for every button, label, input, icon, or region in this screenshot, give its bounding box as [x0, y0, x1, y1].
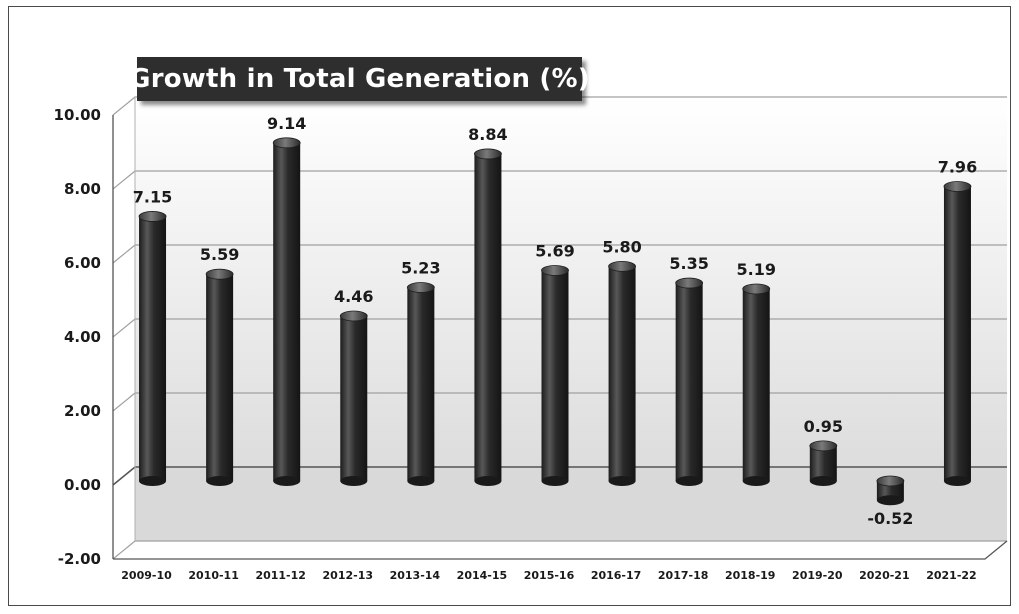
bar-body: [742, 288, 770, 481]
y-tick-label: -2.00: [58, 550, 101, 568]
bar: [541, 265, 569, 486]
x-axis-line: [113, 540, 1008, 560]
gridline: [112, 540, 1007, 560]
bar-cap: [876, 475, 905, 487]
bar-cap: [339, 310, 368, 322]
x-tick-label: 2010-11: [188, 569, 239, 582]
x-tick-label: 2012-13: [323, 569, 374, 582]
bar: [205, 268, 234, 486]
bar-base: [943, 476, 971, 486]
data-label: 5.80: [602, 237, 641, 256]
y-tick-label: 0.00: [64, 476, 101, 494]
x-tick-label: 2013-14: [390, 569, 441, 582]
axes: -2.00 0.00 2.00 4.00 6.00 8.00 10.00 2009-10 201…: [54, 97, 1008, 582]
bar-base: [206, 476, 234, 486]
data-label: 5.23: [401, 258, 440, 277]
chart-title: Growth in Total Generation (%): [129, 64, 590, 94]
x-tick-label: 2018-19: [725, 569, 776, 582]
bar-base: [742, 476, 770, 486]
y-tick-label: 8.00: [64, 180, 101, 198]
bar-body: [541, 270, 569, 481]
bar-cap: [742, 283, 771, 295]
bar: [742, 283, 771, 486]
data-labels: 7.15 5.59 9.14 4.46 5.23 8.84 5.69 5.80 5.35 5.19…: [133, 114, 977, 528]
bar-cap: [943, 181, 972, 192]
bar-base: [675, 476, 703, 486]
bar-cap: [675, 277, 704, 289]
bar: [876, 475, 905, 506]
x-tick-label: 2014-15: [457, 569, 508, 582]
bar: [339, 310, 368, 486]
bar-body: [340, 315, 368, 481]
bar: [608, 260, 636, 486]
x-tick-label: 2021-22: [926, 569, 977, 582]
bar: [406, 282, 435, 486]
bar-cap: [406, 282, 435, 293]
bars: [138, 137, 972, 506]
x-tick-label: 2015-16: [524, 569, 575, 582]
x-tick-label: 2017-18: [658, 569, 709, 582]
bar: [474, 148, 502, 486]
bar-base: [407, 476, 435, 486]
bar: [138, 211, 167, 486]
bar-body: [809, 445, 837, 481]
data-label: 9.14: [267, 114, 306, 133]
bar-body: [675, 283, 703, 481]
bar-body: [474, 153, 502, 482]
bar-cap: [205, 268, 234, 280]
bar-body: [273, 142, 301, 481]
data-label: 7.96: [938, 157, 977, 176]
bar-body: [139, 216, 167, 481]
bar-body: [943, 186, 971, 482]
bar-base: [273, 476, 301, 486]
bar-base: [340, 476, 368, 486]
data-label: 8.84: [468, 125, 507, 144]
x-tick-label: 2019-20: [792, 569, 843, 582]
bar-base: [809, 476, 837, 486]
bar-body: [206, 274, 234, 481]
bar-base: [139, 476, 167, 486]
chart-title-box: Growth in Total Generation (%): [129, 57, 590, 101]
bar-base: [541, 476, 569, 486]
bar-cap: [474, 148, 502, 160]
y-tick-label: 10.00: [54, 106, 101, 124]
y-tick-label: 6.00: [64, 254, 101, 272]
x-tick-label: 2011-12: [255, 569, 306, 582]
bar: [943, 181, 972, 486]
bar-base: [876, 495, 904, 506]
data-label: 0.95: [804, 417, 843, 436]
bar-cap: [541, 265, 569, 276]
x-tick-label: 2020-21: [859, 569, 910, 582]
data-label: -0.52: [867, 509, 913, 528]
bar-base: [474, 476, 502, 486]
data-label: 4.46: [334, 287, 373, 306]
negative-region: [135, 467, 1007, 541]
data-label: 5.35: [669, 254, 708, 273]
bar-cap: [138, 211, 167, 222]
data-label: 5.59: [200, 245, 239, 264]
data-label: 5.19: [736, 260, 775, 279]
bar-base: [608, 476, 636, 486]
bar-body: [608, 266, 636, 481]
bar: [675, 277, 704, 486]
bar: [809, 440, 838, 486]
x-tick-label: 2009-10: [121, 569, 172, 582]
y-tick-label: 4.00: [64, 328, 101, 346]
bar-body: [876, 481, 904, 501]
data-label: 5.69: [535, 241, 574, 260]
bar-body: [407, 287, 435, 481]
bar: [272, 137, 301, 486]
y-tick-label: 2.00: [64, 402, 101, 420]
data-label: 7.15: [133, 187, 172, 206]
bar-cap: [809, 440, 838, 452]
bar-cap: [272, 137, 301, 149]
bar-cap: [608, 260, 636, 272]
x-tick-label: 2016-17: [591, 569, 642, 582]
